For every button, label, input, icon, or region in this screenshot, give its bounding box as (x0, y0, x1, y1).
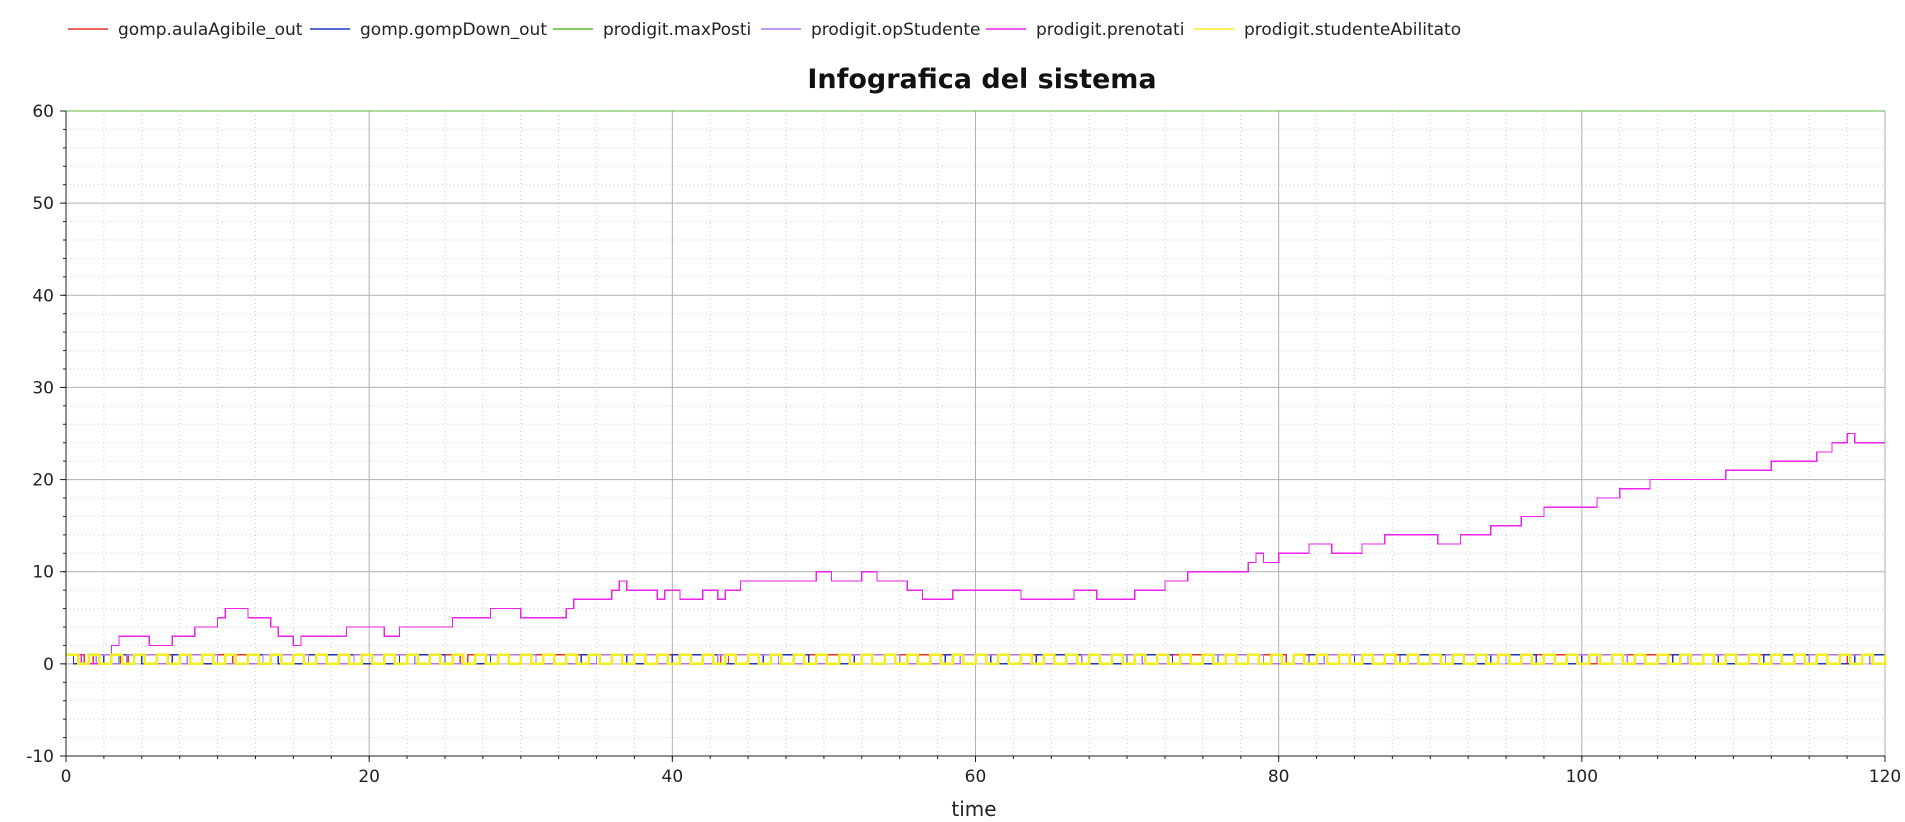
legend-label-3: prodigit.opStudente (811, 20, 980, 40)
legend: gomp.aulaAgibile_out gomp.gompDown_out pro… (68, 20, 1461, 40)
x-tick-label: 60 (965, 767, 987, 787)
y-tick-label: 50 (32, 194, 54, 214)
x-tick-label: 0 (61, 767, 72, 787)
x-tick-label: 100 (1566, 767, 1598, 787)
y-tick-label: 30 (32, 378, 54, 398)
x-tick-label: 40 (662, 767, 684, 787)
y-tick-label: 0 (43, 655, 54, 675)
chart-title: Infografica del sistema (807, 64, 1156, 95)
x-tick-label: 120 (1869, 767, 1901, 787)
y-tick-label: 40 (32, 286, 54, 306)
series-layer (66, 110, 1887, 666)
x-tick-label: 20 (358, 767, 380, 787)
legend-label-0: gomp.aulaAgibile_out (118, 20, 303, 40)
legend-label-5: prodigit.studenteAbilitato (1244, 20, 1461, 40)
series-line-5 (66, 653, 1887, 666)
x-tick-label: 80 (1268, 767, 1290, 787)
y-tick-label: 60 (32, 102, 54, 122)
axes: -10 0 10 20 30 40 50 60 0 20 40 60 80 100 120 (26, 102, 1901, 787)
x-axis-label: time (951, 797, 996, 821)
series-line-4 (66, 432, 1885, 665)
legend-label-4: prodigit.prenotati (1036, 20, 1184, 40)
legend-label-2: prodigit.maxPosti (603, 20, 751, 40)
y-tick-label: 10 (32, 563, 54, 583)
y-tick-label: 20 (32, 471, 54, 491)
legend-label-1: gomp.gompDown_out (360, 20, 547, 40)
y-tick-label: -10 (26, 747, 54, 767)
